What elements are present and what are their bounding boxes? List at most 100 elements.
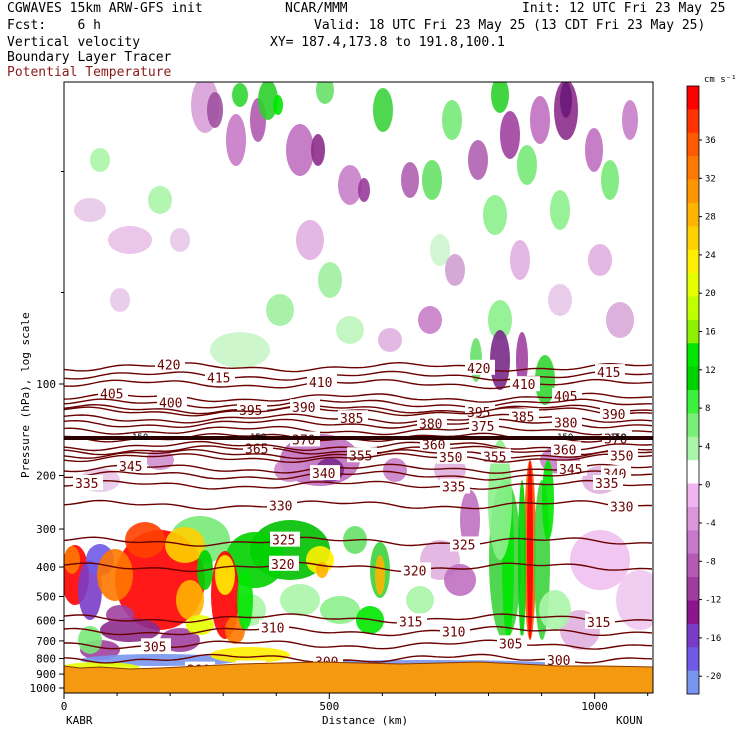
colorbar-label-24: 24 <box>705 251 716 261</box>
theta-label-335: 335 <box>75 477 98 492</box>
terrain-fill <box>64 661 653 693</box>
theta-label-bg <box>465 403 495 419</box>
theta-label-bg <box>450 536 480 552</box>
colorbar-label-8: 8 <box>705 404 710 414</box>
theta-label-335: 335 <box>595 477 618 492</box>
x-end-station: KOUN <box>616 714 643 727</box>
velocity-cell-43 <box>418 306 442 334</box>
colorbar-swatch <box>687 249 699 274</box>
theta-label-305: 305 <box>143 640 166 655</box>
x-axis: 0 500 1000 <box>61 693 649 713</box>
theta-label-bg <box>310 465 340 481</box>
velocity-cell-47 <box>490 330 510 390</box>
theta-label-380: 380 <box>554 417 577 432</box>
tropopause-band <box>64 436 653 440</box>
theta-label-310: 310 <box>442 625 465 640</box>
theta-contour-390 <box>64 406 653 417</box>
velocity-cell-50 <box>535 355 555 405</box>
theta-label-bg <box>307 373 337 389</box>
tropopause-label: 150 <box>610 433 626 443</box>
theta-label-415: 415 <box>597 366 620 381</box>
colorbar-label-0: 0 <box>705 481 710 491</box>
theta-label-350: 350 <box>439 451 462 466</box>
velocity-cell-23 <box>491 82 509 113</box>
velocity-cell-34 <box>318 262 342 298</box>
colorbar-swatch <box>687 553 699 578</box>
velocity-cell-112 <box>210 647 290 663</box>
theta-label-bg <box>290 399 320 415</box>
theta-label-305: 305 <box>499 637 522 652</box>
field-label-2: Boundary Layer Tracer <box>7 50 172 65</box>
theta-label-bg <box>397 613 427 629</box>
x-tick-label-1000: 1000 <box>581 700 608 713</box>
theta-label-bg <box>600 406 630 422</box>
org-title: NCAR/MMM <box>285 1 348 16</box>
colorbar-swatch <box>687 647 699 672</box>
colorbar-swatch <box>687 109 699 134</box>
velocity-cell-103 <box>527 460 533 640</box>
velocity-cell-11 <box>530 96 550 144</box>
velocity-cell-26 <box>483 195 507 235</box>
theta-contour-340 <box>64 470 653 481</box>
velocity-cell-9 <box>468 140 488 180</box>
velocity-cell-7 <box>358 178 370 202</box>
velocity-cell-44 <box>336 316 364 344</box>
x-start-station: KABR <box>66 714 93 727</box>
velocity-cell-40 <box>488 300 512 340</box>
theta-label-340: 340 <box>312 467 335 482</box>
velocity-cell-42 <box>606 302 634 338</box>
y-tick-label-1000: 1000 <box>30 682 57 695</box>
theta-contour-330 <box>64 499 652 511</box>
velocity-cell-19 <box>316 82 334 104</box>
theta-label-300: 300 <box>547 654 570 669</box>
velocity-cell-35 <box>266 294 294 326</box>
velocity-cell-8 <box>401 162 419 198</box>
velocity-cell-78 <box>616 570 653 630</box>
velocity-cell-5 <box>311 134 325 166</box>
colorbar-swatch <box>687 577 699 601</box>
colorbar-swatch <box>687 296 699 321</box>
velocity-cell-4 <box>286 124 314 176</box>
colorbar-swatch <box>687 390 699 414</box>
velocity-cell-51 <box>210 332 270 368</box>
velocity-cell-37 <box>445 254 465 286</box>
colorbar-swatch <box>687 156 699 181</box>
velocity-cell-29 <box>148 186 172 214</box>
theta-contour-335 <box>64 479 653 490</box>
theta-label-345: 345 <box>559 463 582 478</box>
colorbar-swatch <box>687 436 699 461</box>
theta-label-bg <box>481 448 511 464</box>
colorbar-label--8: -8 <box>705 557 716 567</box>
y-axis-label: Pressure (hPa), log scale <box>19 312 32 478</box>
colorbar-swatch <box>687 343 699 368</box>
valid-time: Valid: 18 UTC Fri 23 May 25 (13 CDT Fri … <box>314 18 706 33</box>
theta-label-410: 410 <box>309 376 332 391</box>
velocity-cell-106 <box>542 460 554 540</box>
colorbar-frame <box>686 85 700 695</box>
colorbar-swatch <box>687 530 699 555</box>
y-tick-label-500: 500 <box>36 590 56 603</box>
theta-label-bg <box>593 474 623 490</box>
velocity-cell-81 <box>64 546 80 574</box>
theta-label-420: 420 <box>157 359 180 374</box>
theta-label-325: 325 <box>452 538 475 553</box>
forecast-hour: Fcst: 6 h <box>7 18 101 33</box>
velocity-cell-32 <box>170 228 190 252</box>
colorbar-swatch <box>687 600 699 625</box>
colorbar-swatch <box>687 86 699 110</box>
theta-label-bg <box>267 497 297 513</box>
velocity-cell-2 <box>226 114 246 166</box>
theta-label-bg <box>117 458 147 474</box>
theta-label-bg <box>551 441 581 457</box>
theta-label-bg <box>237 402 267 418</box>
velocity-cell-90 <box>215 555 235 595</box>
colorbar-swatch <box>687 179 699 204</box>
tropopause-label: 150 <box>132 433 148 443</box>
colorbar-swatch <box>687 132 699 157</box>
velocity-cell-38 <box>510 240 530 280</box>
theta-label-bg <box>595 364 625 380</box>
theta-contour-375 <box>64 425 653 436</box>
theta-label-bg <box>420 436 450 452</box>
